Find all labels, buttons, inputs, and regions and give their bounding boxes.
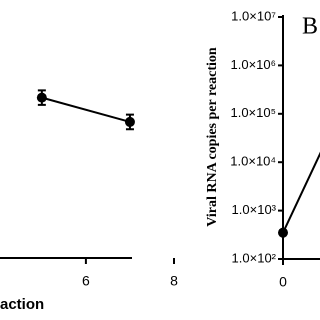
data-point [278, 227, 288, 238]
y-tick-label: 1.0×10⁴ [230, 154, 276, 169]
y-tick-label: 1.0×10⁶ [231, 57, 276, 72]
y-tick-label: 1.0×10³ [232, 202, 277, 217]
x-tick-label: 6 [82, 273, 90, 289]
data-point [124, 116, 135, 127]
panel-label: B [302, 14, 318, 40]
x-axis-label: action [0, 296, 44, 313]
x-tick-label: 0 [279, 274, 287, 290]
data-line [282, 151, 320, 234]
y-tick-label: 1.0×10⁷ [231, 8, 276, 23]
y-tick-label: 1.0×10⁵ [230, 105, 276, 120]
y-tick-label: 1.0×10² [232, 250, 277, 265]
data-point [36, 92, 47, 103]
y-axis-label: Viral RNA copies per reaction [205, 47, 220, 227]
data-line [41, 96, 131, 123]
x-tick-label: 8 [170, 273, 178, 289]
